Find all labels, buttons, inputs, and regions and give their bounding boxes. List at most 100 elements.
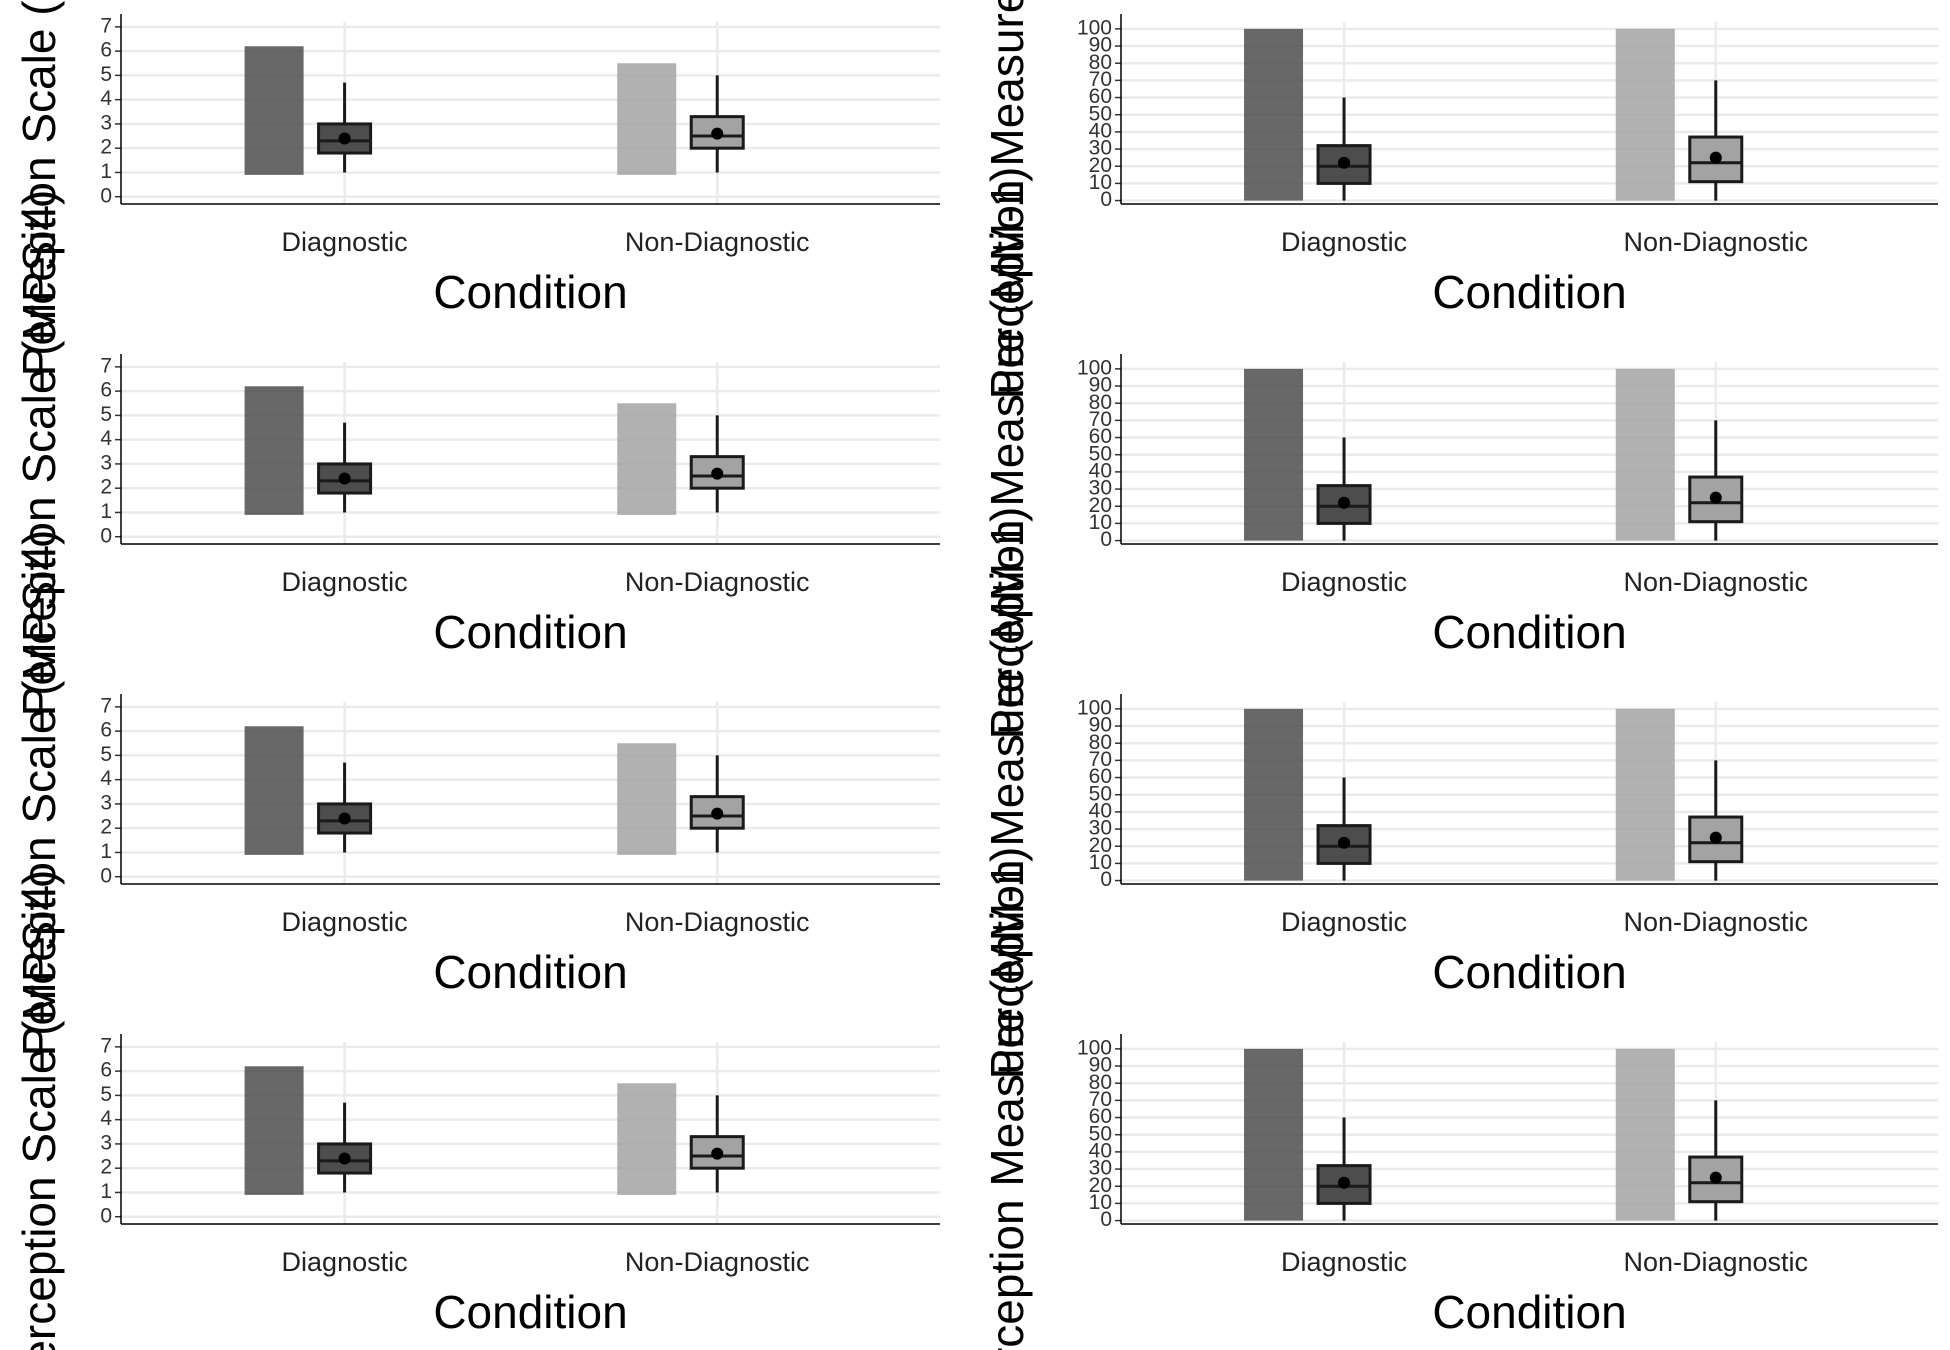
mean	[1338, 1176, 1351, 1189]
y-tick-label: 60	[1089, 425, 1112, 448]
points-range	[244, 726, 304, 855]
y-tick-label: 2	[100, 1156, 112, 1179]
y-tick-label: 60	[1089, 85, 1112, 108]
mean	[1709, 831, 1722, 844]
y-tick-label: 1	[100, 1180, 112, 1203]
x-tick-label: Diagnostic	[1281, 907, 1407, 937]
y-tick-label: 20	[1089, 494, 1112, 517]
x-tick-label: Non-Diagnostic	[625, 1247, 810, 1277]
y-tick-label: 0	[100, 864, 112, 887]
y-tick-label: 6	[100, 39, 112, 62]
y-tick-label: 10	[1089, 851, 1112, 874]
points-range	[1244, 368, 1304, 541]
y-tick-label: 80	[1089, 1071, 1112, 1094]
mean	[338, 472, 351, 485]
y-tick-label: 1	[100, 160, 112, 183]
y-tick-label: 90	[1089, 34, 1112, 57]
x-tick-label: Diagnostic	[282, 227, 408, 257]
y-tick-label: 0	[100, 184, 112, 207]
x-tick-label: Non-Diagnostic	[625, 567, 810, 597]
y-tick-label: 30	[1089, 137, 1112, 160]
y-tick-label: 5	[100, 743, 112, 766]
y-tick-label: 70	[1089, 68, 1112, 91]
y-tick-label: 50	[1089, 102, 1112, 125]
y-tick-label: 0	[100, 524, 112, 547]
y-tick-label: 7	[100, 14, 112, 37]
y-tick-label: 50	[1089, 1122, 1112, 1145]
y-tick-label: 3	[100, 791, 112, 814]
y-tick-label: 100	[1077, 16, 1112, 39]
y-tick-label: 4	[100, 427, 112, 450]
y-tick-label: 40	[1089, 459, 1112, 482]
y-tick-label: 80	[1089, 51, 1112, 74]
y-tick-label: 20	[1089, 834, 1112, 857]
y-tick-label: 100	[1077, 696, 1112, 719]
mean	[338, 132, 351, 145]
x-axis-title: Condition	[1432, 266, 1626, 318]
y-tick-label: 20	[1089, 154, 1112, 177]
points-range	[1244, 708, 1304, 881]
y-tick-label: 40	[1089, 1139, 1112, 1162]
mean	[1709, 491, 1722, 504]
points-range	[617, 743, 677, 855]
x-tick-label: Non-Diagnostic	[1623, 567, 1808, 597]
x-axis-title: Condition	[1432, 1286, 1626, 1338]
y-tick-label: 4	[100, 1107, 112, 1130]
points-range	[1244, 1048, 1304, 1221]
y-axis-title: Perception Measure (MM-1)	[981, 847, 1033, 1350]
y-axis-title: Perception Measure (MM-1)	[981, 0, 1033, 399]
mean	[1709, 151, 1722, 164]
x-tick-label: Non-Diagnostic	[1623, 907, 1808, 937]
points-range	[617, 63, 677, 175]
points-range	[1615, 368, 1675, 541]
mean	[1338, 496, 1351, 509]
y-axis-title: Perception Measure (MM-1)	[981, 167, 1033, 740]
y-tick-label: 10	[1089, 171, 1112, 194]
y-tick-label: 60	[1089, 765, 1112, 788]
y-tick-label: 10	[1089, 1191, 1112, 1214]
mean	[711, 127, 724, 140]
x-axis-title: Condition	[433, 266, 627, 318]
box	[689, 795, 745, 830]
y-axis-title: Perception Scale (MPSi4)	[13, 870, 65, 1350]
box	[317, 122, 373, 155]
mean	[711, 467, 724, 480]
points-range	[1244, 28, 1304, 201]
x-axis-title: Condition	[1432, 606, 1626, 658]
mean	[711, 807, 724, 820]
x-axis-title: Condition	[433, 1286, 627, 1338]
mean	[711, 1147, 724, 1160]
y-tick-label: 0	[1100, 528, 1112, 551]
points-range	[1615, 1048, 1675, 1221]
y-tick-label: 6	[100, 1059, 112, 1082]
y-tick-label: 6	[100, 719, 112, 742]
y-tick-label: 5	[100, 63, 112, 86]
y-tick-label: 3	[100, 1131, 112, 1154]
y-tick-label: 5	[100, 403, 112, 426]
mean	[338, 812, 351, 825]
x-tick-label: Non-Diagnostic	[1623, 1247, 1808, 1277]
y-tick-label: 3	[100, 111, 112, 134]
y-tick-label: 40	[1089, 799, 1112, 822]
points-range	[617, 403, 677, 515]
points-range	[244, 1066, 304, 1195]
x-tick-label: Diagnostic	[282, 567, 408, 597]
x-axis-title: Condition	[433, 946, 627, 998]
y-tick-label: 100	[1077, 1036, 1112, 1059]
y-axis-title: Perception Scale (MPSi4)	[13, 530, 65, 1057]
x-axis-title: Condition	[1432, 946, 1626, 998]
y-tick-label: 2	[100, 816, 112, 839]
y-tick-label: 2	[100, 136, 112, 159]
y-tick-label: 6	[100, 379, 112, 402]
y-tick-label: 90	[1089, 1054, 1112, 1077]
y-tick-label: 3	[100, 451, 112, 474]
mean	[1338, 836, 1351, 849]
y-tick-label: 50	[1089, 782, 1112, 805]
y-tick-label: 0	[1100, 868, 1112, 891]
